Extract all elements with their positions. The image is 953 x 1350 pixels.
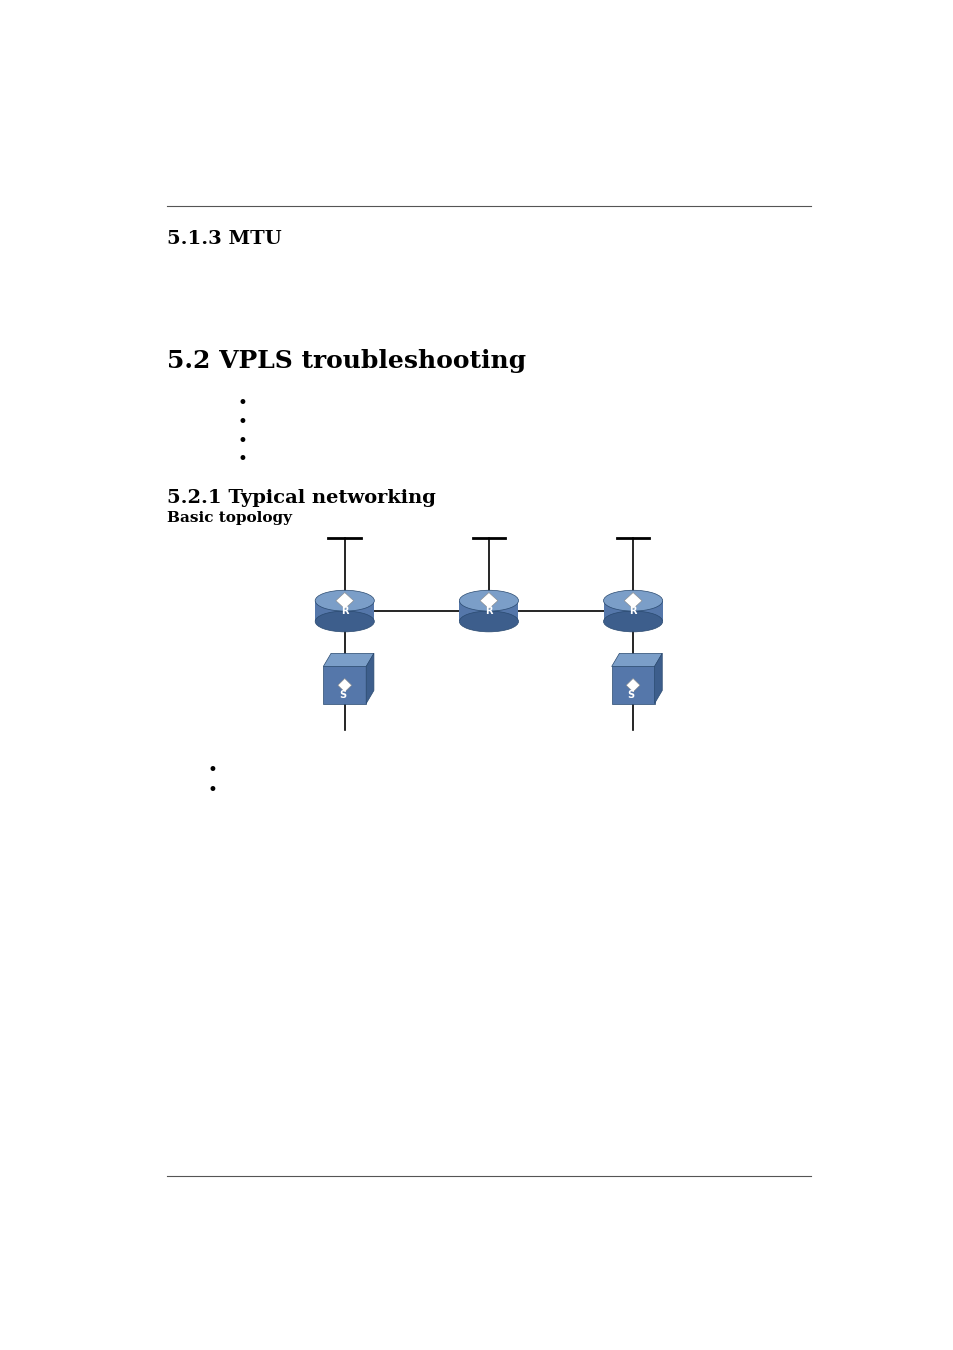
Text: •: • <box>237 451 247 468</box>
Polygon shape <box>366 653 374 703</box>
Polygon shape <box>611 667 654 703</box>
Text: R: R <box>485 606 492 616</box>
Polygon shape <box>654 653 661 703</box>
Polygon shape <box>479 593 497 609</box>
Polygon shape <box>314 601 374 621</box>
Text: Basic topology: Basic topology <box>167 512 292 525</box>
Polygon shape <box>335 593 354 609</box>
Text: S: S <box>338 690 346 699</box>
Text: •: • <box>237 394 247 412</box>
Polygon shape <box>611 653 661 667</box>
Text: S: S <box>627 690 634 699</box>
Polygon shape <box>603 601 662 621</box>
Text: •: • <box>208 780 217 799</box>
Text: R: R <box>340 606 348 616</box>
Polygon shape <box>337 679 352 693</box>
Ellipse shape <box>459 590 518 612</box>
Ellipse shape <box>314 590 374 612</box>
Ellipse shape <box>603 590 662 612</box>
Text: •: • <box>208 761 217 779</box>
Text: R: R <box>629 606 637 616</box>
Ellipse shape <box>459 612 518 632</box>
Text: 5.2 VPLS troubleshooting: 5.2 VPLS troubleshooting <box>167 350 526 373</box>
Text: •: • <box>237 413 247 431</box>
Text: •: • <box>237 432 247 450</box>
Ellipse shape <box>603 612 662 632</box>
Polygon shape <box>625 679 639 693</box>
Text: 5.2.1 Typical networking: 5.2.1 Typical networking <box>167 490 436 508</box>
Polygon shape <box>459 601 518 621</box>
Polygon shape <box>623 593 641 609</box>
Ellipse shape <box>314 612 374 632</box>
Polygon shape <box>323 667 366 703</box>
Text: 5.1.3 MTU: 5.1.3 MTU <box>167 230 282 247</box>
Polygon shape <box>323 653 374 667</box>
